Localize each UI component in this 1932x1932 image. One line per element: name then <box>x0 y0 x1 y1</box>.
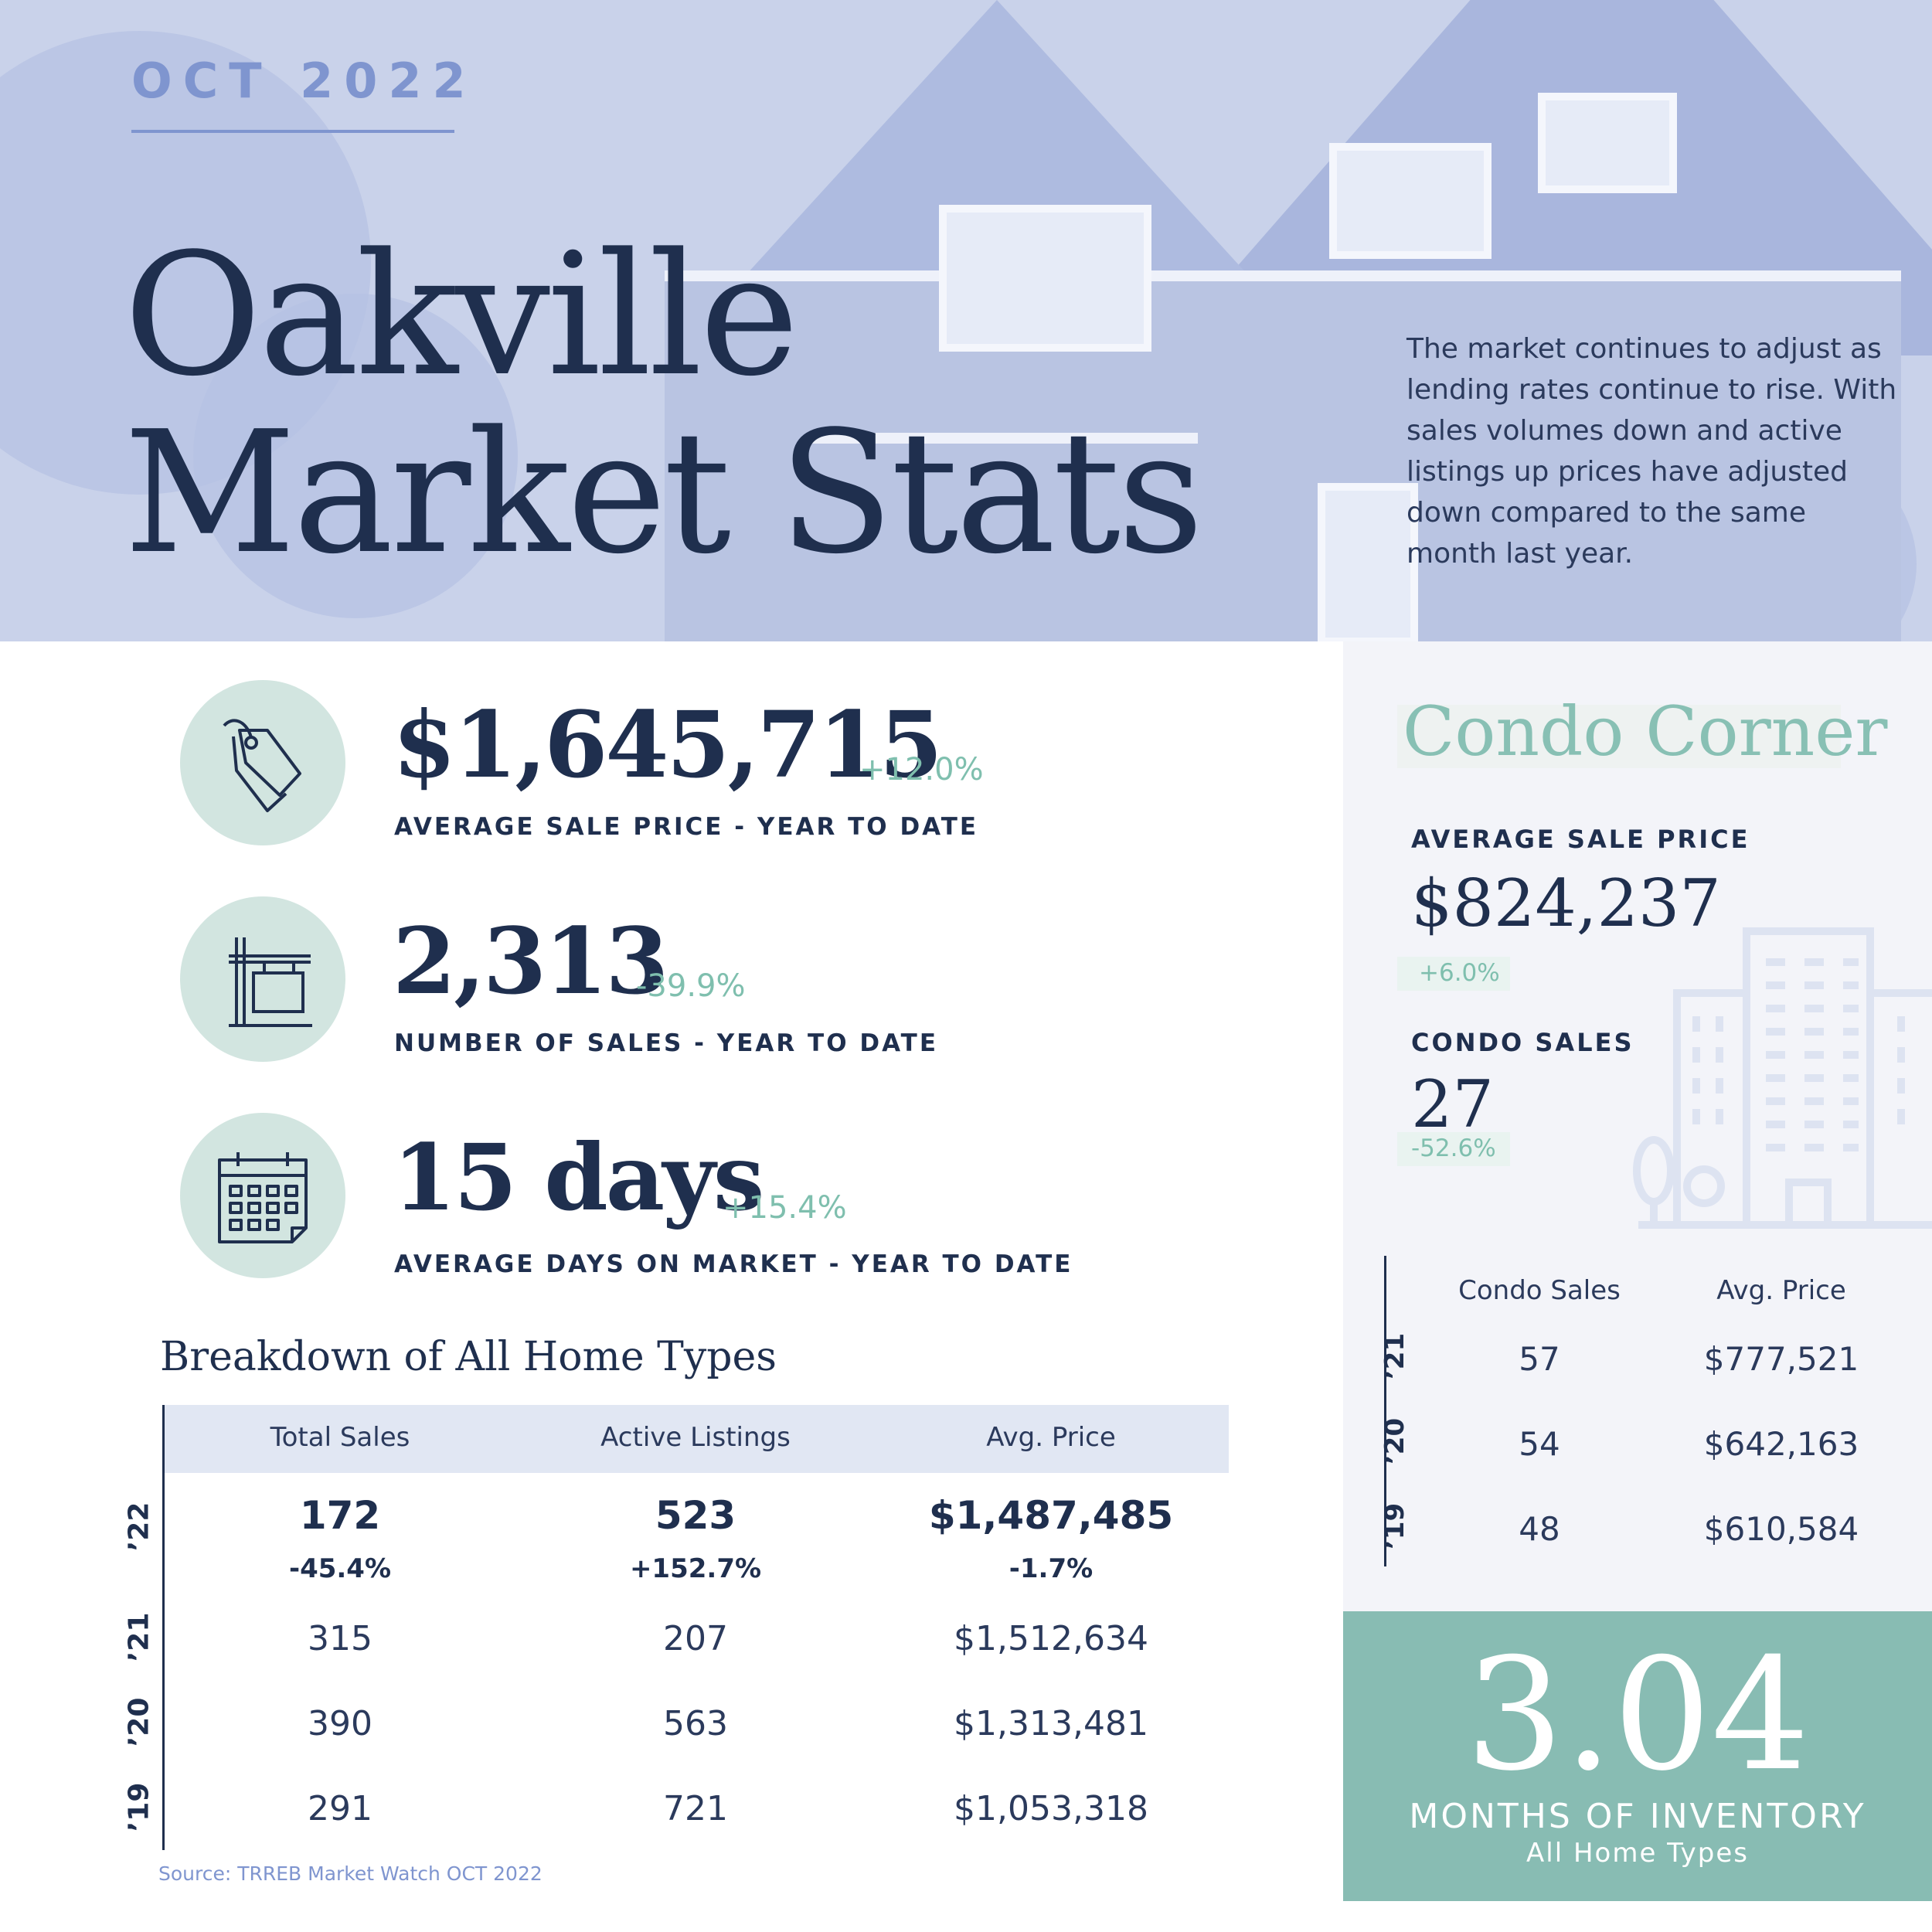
condo-avg-price-change: +6.0% <box>1419 959 1500 987</box>
breakdown-21-total-sales: 315 <box>308 1619 372 1658</box>
condo-sales-change: -52.6% <box>1411 1134 1496 1162</box>
breakdown-header-total-sales: Total Sales <box>270 1422 410 1453</box>
condo-21-avg-price: $777,521 <box>1703 1340 1859 1378</box>
breakdown-year-axis <box>162 1405 165 1850</box>
condo-corner-panel <box>1343 641 1932 1611</box>
breakdown-22-total-sales-change: -45.4% <box>288 1553 392 1584</box>
breakdown-21-avg-price: $1,512,634 <box>954 1619 1148 1658</box>
breakdown-20-total-sales: 390 <box>308 1704 372 1743</box>
condo-sales-change-highlight <box>1397 1132 1510 1166</box>
condo-year-label-21: ’21 <box>1379 1332 1410 1380</box>
condo-20-avg-price: $642,163 <box>1703 1425 1859 1463</box>
breakdown-19-active-listings: 721 <box>663 1789 728 1828</box>
condo-corner-title: Condo Corner <box>1403 692 1888 771</box>
hero-banner <box>0 0 1932 641</box>
condo-avg-price-label: AVERAGE SALE PRICE <box>1411 825 1750 854</box>
source-note: Source: TRREB Market Watch OCT 2022 <box>158 1862 543 1885</box>
kpi-days-on-market-change: +15.4% <box>723 1190 847 1226</box>
condo-avg-price-value: $824,237 <box>1411 866 1721 941</box>
date-underline <box>131 130 454 133</box>
breakdown-title: Breakdown of All Home Types <box>160 1334 777 1380</box>
breakdown-header-active-listings: Active Listings <box>600 1422 791 1453</box>
breakdown-19-total-sales: 291 <box>308 1789 372 1828</box>
year-label-20: ’20 <box>123 1697 155 1747</box>
kpi-days-on-market-value: 15 days <box>393 1124 764 1231</box>
condo-19-sales: 48 <box>1519 1510 1560 1548</box>
condo-19-avg-price: $610,584 <box>1703 1510 1859 1548</box>
condo-building-icon <box>1633 927 1932 1229</box>
breakdown-20-active-listings: 563 <box>663 1704 728 1743</box>
kpi-number-of-sales-label: NUMBER OF SALES - YEAR TO DATE <box>394 1029 938 1057</box>
year-label-21: ’21 <box>123 1612 155 1662</box>
year-label-19: ’19 <box>123 1782 155 1832</box>
condo-20-sales: 54 <box>1519 1425 1560 1463</box>
condo-sales-label: CONDO SALES <box>1411 1028 1634 1057</box>
report-date: OCT 2022 <box>131 53 477 109</box>
breakdown-22-total-sales: 172 <box>299 1493 381 1538</box>
kpi-avg-sale-price-label: AVERAGE SALE PRICE - YEAR TO DATE <box>394 813 979 841</box>
breakdown-header-bar <box>162 1405 1229 1473</box>
condo-21-sales: 57 <box>1519 1340 1560 1378</box>
condo-title-highlight <box>1397 705 1841 768</box>
breakdown-22-avg-price: $1,487,485 <box>928 1493 1174 1538</box>
condo-year-label-20: ’20 <box>1379 1417 1410 1465</box>
condo-avg-price-change-highlight <box>1397 957 1510 991</box>
months-of-inventory-label: MONTHS OF INVENTORY <box>1409 1797 1866 1836</box>
page-title-line-1: Oakville <box>124 218 799 413</box>
breakdown-20-avg-price: $1,313,481 <box>954 1704 1148 1743</box>
condo-year-label-19: ’19 <box>1379 1502 1410 1550</box>
kpi-number-of-sales-value: 2,313 <box>393 907 668 1015</box>
inventory-box <box>1343 1611 1932 1901</box>
kpi-avg-sale-price-value: $1,645,715 <box>393 691 943 798</box>
condo-header-sales: Condo Sales <box>1458 1275 1621 1306</box>
breakdown-22-active-listings-change: +152.7% <box>629 1553 762 1584</box>
price-tag-icon <box>180 680 345 845</box>
months-of-inventory-value: 3.04 <box>1465 1625 1810 1805</box>
condo-sales-value: 27 <box>1411 1066 1494 1142</box>
page-title-line-2: Market Stats <box>124 396 1204 591</box>
intro-text: The market continues to adjust as lendin… <box>1406 333 1897 570</box>
kpi-avg-sale-price-change: +12.0% <box>859 752 984 787</box>
breakdown-22-active-listings: 523 <box>655 1493 736 1538</box>
calendar-icon <box>180 1113 345 1278</box>
breakdown-19-avg-price: $1,053,318 <box>954 1789 1148 1828</box>
breakdown-header-avg-price: Avg. Price <box>986 1422 1116 1453</box>
sale-sign-icon <box>180 896 345 1062</box>
condo-year-axis <box>1384 1256 1386 1566</box>
year-label-22: ’22 <box>123 1502 155 1552</box>
breakdown-21-active-listings: 207 <box>663 1619 728 1658</box>
condo-header-avg-price: Avg. Price <box>1716 1275 1846 1306</box>
kpi-number-of-sales-change: -39.9% <box>636 968 746 1004</box>
breakdown-22-avg-price-change: -1.7% <box>1009 1553 1094 1584</box>
months-of-inventory-sublabel: All Home Types <box>1526 1838 1749 1869</box>
kpi-days-on-market-label: AVERAGE DAYS ON MARKET - YEAR TO DATE <box>394 1250 1073 1278</box>
